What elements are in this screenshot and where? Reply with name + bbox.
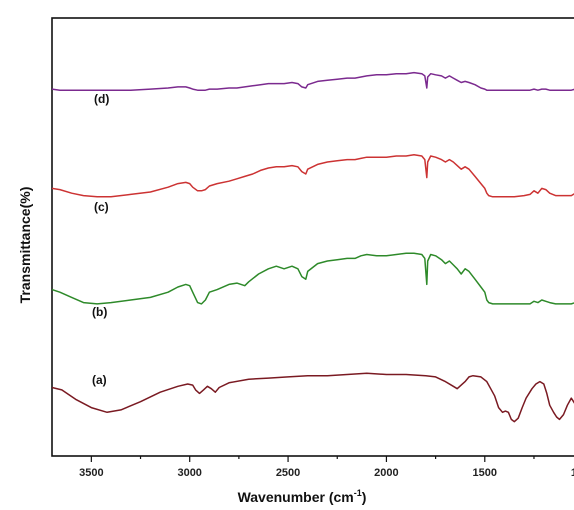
x-tick-label: 1500 (473, 467, 497, 479)
plot-frame (51, 17, 574, 457)
series-label-a: (a) (92, 373, 107, 387)
series-label-layer: (a) (b) (c) (d) (92, 92, 109, 387)
series-label-c: (c) (94, 200, 109, 214)
x-axis: 3500 3000 2500 2000 1500 1000 (79, 456, 574, 479)
x-tick-label: 1000 (571, 467, 574, 479)
series-label-d: (d) (94, 92, 109, 106)
series-line-b (51, 252, 574, 305)
x-axis-title: Wavenumber (cm-1) (238, 488, 367, 505)
series-line-c (51, 154, 574, 198)
series-layer (51, 71, 574, 423)
series-label-b: (b) (92, 305, 107, 319)
x-tick-label: 3500 (79, 467, 103, 479)
series-line-a (51, 372, 574, 423)
y-axis-title: Transmittance(%) (17, 187, 33, 304)
x-tick-label: 3000 (177, 467, 201, 479)
x-tick-label: 2000 (374, 467, 398, 479)
series-line-d (51, 71, 574, 91)
x-tick-label: 2500 (276, 467, 300, 479)
